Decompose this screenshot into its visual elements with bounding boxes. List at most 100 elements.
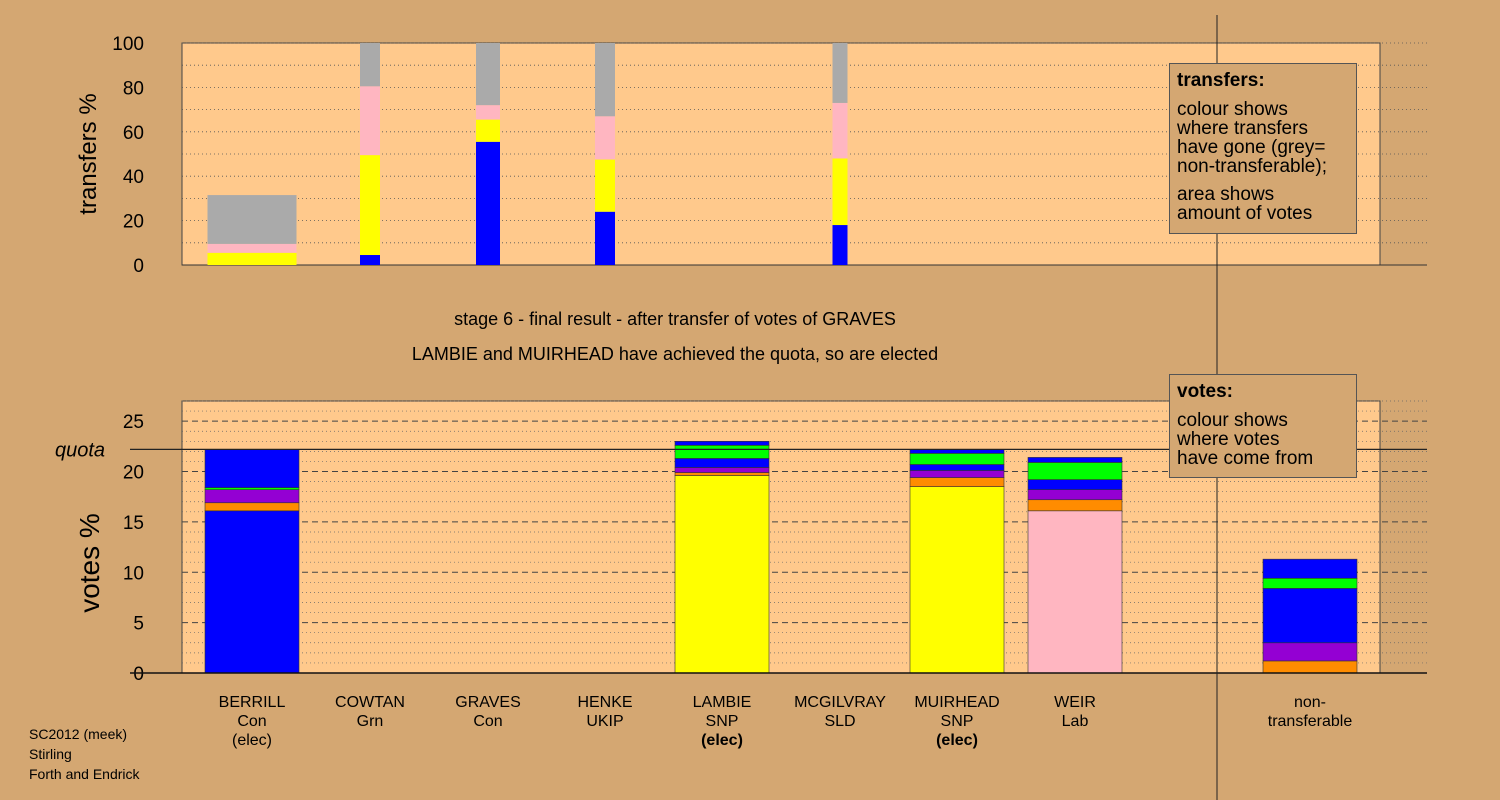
- votes-y-tick-label: 20: [123, 463, 144, 484]
- votes-bar-segment: [1027, 479, 1123, 490]
- candidate-name-label: MUIRHEAD: [914, 694, 999, 711]
- transfers-bar-segment: [476, 43, 500, 106]
- candidate-party-label: Lab: [1062, 713, 1089, 730]
- transfers-legend-line: amount of votes: [1177, 203, 1313, 224]
- votes-y-axis-label: votes %: [74, 513, 105, 613]
- candidate-name-label: GRAVES: [455, 694, 521, 711]
- result-caption: LAMBIE and MUIRHEAD have achieved the qu…: [411, 344, 939, 364]
- transfers-bar-segment: [360, 43, 380, 87]
- votes-bar-segment: [674, 475, 770, 674]
- transfers-y-axis-label: transfers %: [75, 93, 102, 214]
- candidate-status-label: (elec): [936, 732, 978, 749]
- transfers-bar-segment: [207, 252, 297, 265]
- votes-bar-segment: [909, 453, 1005, 465]
- candidate-party-label: Grn: [357, 713, 384, 730]
- votes-bar-segment: [1027, 489, 1123, 501]
- votes-y-tick-label: 5: [133, 614, 144, 635]
- transfers-bar-segment: [832, 158, 848, 226]
- votes-y-tick-label: 15: [123, 513, 144, 534]
- votes-bar-segment: [674, 445, 770, 459]
- votes-bar-segment: [909, 477, 1005, 487]
- votes-legend-title: votes:: [1177, 381, 1233, 402]
- candidate-party-label: SNP: [941, 713, 974, 730]
- transfers-legend-title: transfers:: [1177, 70, 1265, 91]
- votes-legend: votes: colour shows where votes have com…: [1169, 374, 1357, 478]
- transfers-y-tick-label: 20: [123, 212, 144, 233]
- votes-bar-segment: [674, 458, 770, 468]
- votes-bar-segment: [1262, 588, 1358, 644]
- votes-bar-segment: [909, 486, 1005, 674]
- votes-bar-segment: [1262, 578, 1358, 589]
- transfers-bar-segment: [832, 102, 848, 159]
- transfers-y-tick-label: 40: [123, 167, 144, 188]
- candidate-party-label: UKIP: [586, 713, 623, 730]
- transfers-bar-segment: [360, 255, 380, 265]
- transfers-bar-segment: [360, 86, 380, 156]
- votes-y-tick-label: 0: [133, 664, 144, 685]
- votes-bar-segment: [1027, 510, 1123, 674]
- votes-bar-segment: [204, 489, 300, 504]
- footer-council: Stirling: [29, 746, 72, 762]
- transfers-legend-line: where transfers: [1177, 118, 1308, 139]
- candidate-name-label: MCGILVRAY: [794, 694, 886, 711]
- transfers-bar-segment: [595, 116, 615, 160]
- transfers-bar-segment: [832, 43, 848, 103]
- transfers-bar-segment: [360, 155, 380, 256]
- stage-caption: stage 6 - final result - after transfer …: [454, 309, 896, 329]
- transfers-legend: transfers: colour shows where transfers …: [1169, 63, 1357, 234]
- votes-bar-segment: [909, 449, 1005, 454]
- votes-y-tick-label: 25: [123, 412, 144, 433]
- candidate-party-label: transferable: [1268, 713, 1353, 730]
- candidate-party-label: SLD: [824, 713, 855, 730]
- votes-bar-segment: [674, 440, 770, 446]
- votes-legend-line: have come from: [1177, 448, 1314, 469]
- candidate-name-label: HENKE: [577, 694, 632, 711]
- votes-bar-segment: [1262, 642, 1358, 662]
- transfers-bar-segment: [476, 141, 500, 265]
- transfers-y-tick-label: 60: [123, 123, 144, 144]
- transfers-y-tick-label: 0: [133, 256, 144, 277]
- transfers-bar-segment: [595, 211, 615, 265]
- votes-legend-line: where votes: [1177, 429, 1280, 450]
- transfers-bar-segment: [832, 225, 848, 265]
- candidate-status-label: (elec): [232, 732, 272, 749]
- transfers-y-tick-label: 80: [123, 78, 144, 99]
- votes-bar-segment: [1027, 499, 1123, 512]
- transfers-legend-line: colour shows: [1177, 99, 1288, 120]
- votes-bar-segment: [204, 510, 300, 674]
- transfers-bar-segment: [595, 159, 615, 212]
- votes-bar-segment: [674, 467, 770, 473]
- votes-legend-line: colour shows: [1177, 410, 1288, 431]
- transfers-bar-segment: [595, 43, 615, 117]
- candidate-name-label: LAMBIE: [693, 694, 752, 711]
- footer-election: SC2012 (meek): [29, 726, 128, 742]
- candidate-party-label: Con: [237, 713, 266, 730]
- votes-y-tick-label: 10: [123, 563, 144, 584]
- candidate-name-label: non-: [1294, 694, 1326, 711]
- candidate-name-label: BERRILL: [219, 694, 286, 711]
- votes-bar-segment: [204, 449, 300, 488]
- votes-bar-segment: [909, 470, 1005, 478]
- footer-ward: Forth and Endrick: [29, 766, 140, 782]
- votes-bar-segment: [204, 487, 300, 490]
- transfers-bar-segment: [207, 195, 297, 244]
- transfers-legend-line: have gone (grey=: [1177, 137, 1326, 158]
- quota-label: quota: [55, 439, 105, 461]
- transfers-y-tick-label: 100: [112, 34, 144, 55]
- candidate-name-label: WEIR: [1054, 694, 1096, 711]
- transfers-legend-line: area shows: [1177, 184, 1275, 205]
- candidate-party-label: Con: [473, 713, 502, 730]
- candidate-status-label: (elec): [701, 732, 743, 749]
- votes-bar-segment: [1262, 558, 1358, 579]
- candidate-party-label: SNP: [706, 713, 739, 730]
- votes-bar-segment: [1027, 457, 1123, 463]
- votes-bar-segment: [674, 472, 770, 476]
- votes-bar-segment: [1027, 462, 1123, 480]
- votes-bar-segment: [1262, 660, 1358, 674]
- transfers-legend-line: non-transferable);: [1177, 156, 1327, 177]
- transfers-bar-segment: [476, 105, 500, 120]
- transfers-bar-segment: [476, 119, 500, 142]
- candidate-name-label: COWTAN: [335, 694, 405, 711]
- votes-bar-segment: [909, 464, 1005, 471]
- transfers-bar-segment: [207, 243, 297, 253]
